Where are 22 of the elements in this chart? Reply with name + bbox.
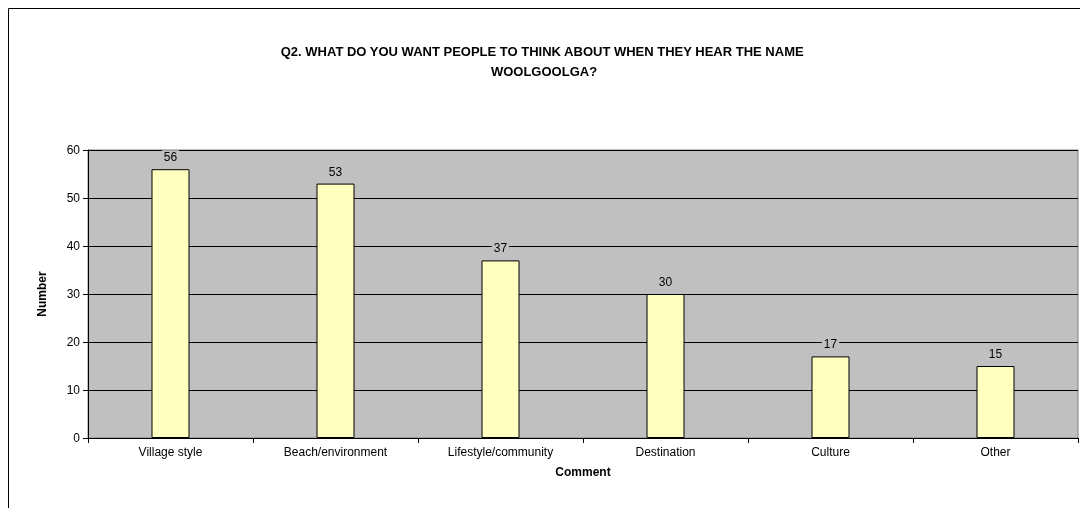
- y-tick-label: 40: [66, 239, 81, 253]
- y-tick-label: 50: [66, 191, 81, 205]
- y-tick-label: 30: [66, 287, 81, 301]
- data-label: 53: [328, 164, 343, 179]
- y-axis-title: Number: [35, 271, 49, 317]
- chart-title: Q2. WHAT DO YOU WANT PEOPLE TO THINK ABOUT WHEN THEY HEAR THE NAME WOOLGOOLGA?: [280, 43, 808, 79]
- x-axis-title: Comment: [555, 465, 611, 479]
- x-tick-label: Village style: [138, 445, 203, 459]
- x-tick-label: Lifestyle/community: [447, 445, 554, 459]
- x-tick-label: Culture: [811, 445, 851, 459]
- data-label: 17: [823, 337, 838, 352]
- y-tick-label: 0: [73, 431, 81, 445]
- x-tick-label: Other: [980, 445, 1011, 459]
- data-label: 37: [493, 241, 508, 256]
- x-tick-label: Beach/environment: [283, 445, 388, 459]
- x-tick-label: Destination: [635, 445, 696, 459]
- y-tick-label: 60: [66, 143, 81, 157]
- y-tick-label: 10: [66, 383, 81, 397]
- data-label: 56: [163, 150, 178, 165]
- data-label: 15: [988, 347, 1003, 361]
- data-label: 30: [658, 275, 673, 289]
- y-tick-label: 20: [66, 335, 81, 349]
